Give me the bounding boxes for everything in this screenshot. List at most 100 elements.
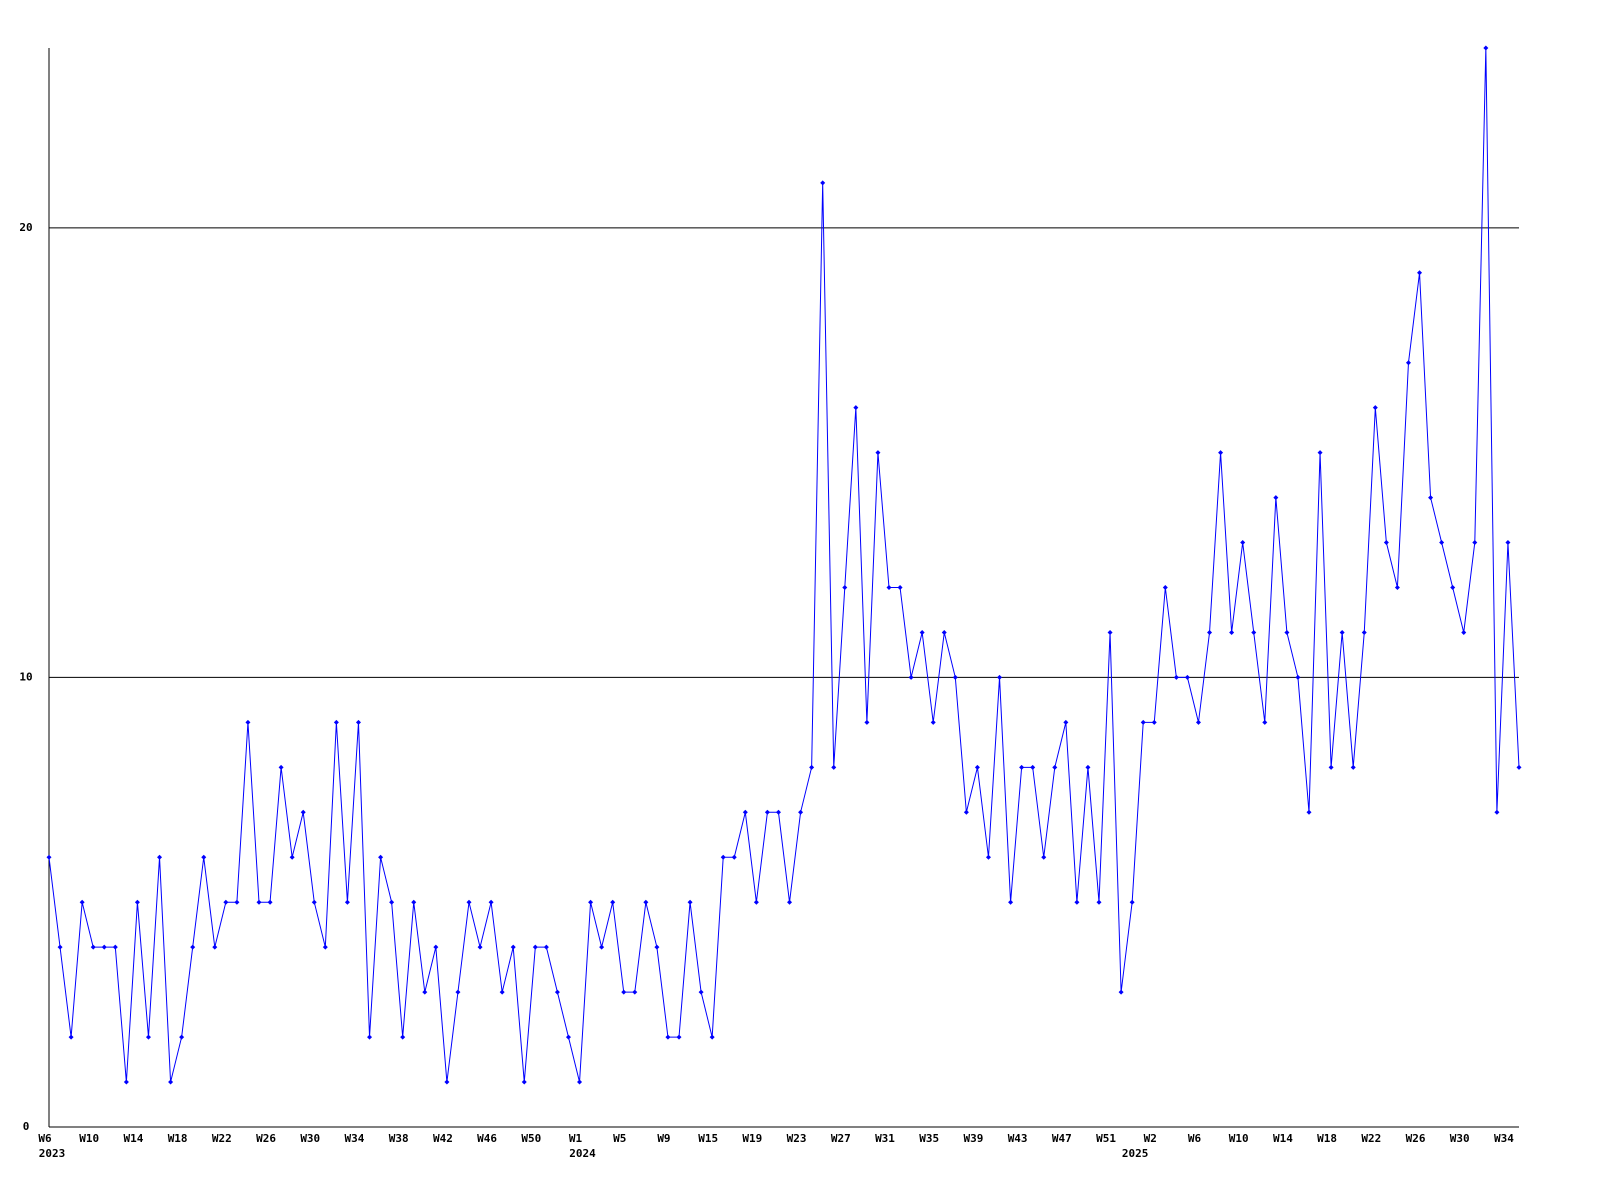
data-point xyxy=(1240,540,1246,546)
data-point xyxy=(201,854,207,860)
x-tick-label: W34 xyxy=(345,1132,365,1145)
data-point xyxy=(1450,585,1456,590)
x-tick-label: W22 xyxy=(212,1132,232,1145)
x-tick-label: W26 xyxy=(1406,1132,1426,1145)
data-point xyxy=(1317,450,1323,456)
data-point xyxy=(488,899,494,905)
data-point xyxy=(742,809,748,815)
x-tick-label: W19 xyxy=(742,1132,762,1145)
data-point xyxy=(1041,854,1047,860)
x-tick-label: W30 xyxy=(300,1132,320,1145)
data-point xyxy=(532,944,538,950)
data-point xyxy=(1273,495,1279,501)
data-point xyxy=(720,854,726,860)
data-point xyxy=(1472,540,1478,546)
x-tick-label: W10 xyxy=(79,1132,99,1145)
data-point xyxy=(1383,540,1389,546)
x-tick-label: W34 xyxy=(1494,1132,1514,1145)
data-point xyxy=(853,405,859,411)
data-point xyxy=(787,899,793,905)
x-group-label: 2023 xyxy=(39,1147,66,1160)
data-point xyxy=(1428,495,1434,501)
data-point xyxy=(842,585,848,590)
x-tick-label: W26 xyxy=(256,1132,276,1145)
data-point xyxy=(1461,629,1467,635)
data-point xyxy=(212,944,218,950)
data-point xyxy=(1372,405,1378,411)
x-tick-label: W30 xyxy=(1450,1132,1470,1145)
data-point xyxy=(1405,360,1411,366)
data-point xyxy=(621,989,627,995)
data-point xyxy=(1339,629,1345,635)
data-point xyxy=(974,764,980,770)
data-point xyxy=(1394,585,1400,590)
data-point xyxy=(577,1079,583,1085)
data-point xyxy=(134,899,140,905)
data-point xyxy=(1063,719,1069,725)
data-point xyxy=(267,899,273,905)
data-point xyxy=(908,674,914,680)
data-point xyxy=(1229,629,1235,635)
data-point xyxy=(1107,629,1113,635)
data-point xyxy=(411,899,417,905)
data-point xyxy=(820,180,826,186)
data-point xyxy=(886,585,892,590)
data-point xyxy=(764,809,770,815)
data-point xyxy=(367,1034,373,1040)
data-point xyxy=(499,989,505,995)
data-point xyxy=(223,899,229,905)
y-tick-label: 20 xyxy=(19,221,32,234)
x-tick-label: W15 xyxy=(698,1132,718,1145)
x-tick-label: W47 xyxy=(1052,1132,1072,1145)
x-tick-label: W9 xyxy=(657,1132,670,1145)
data-point xyxy=(112,944,118,950)
data-point xyxy=(278,764,284,770)
data-point xyxy=(101,944,107,950)
x-group-label: 2024 xyxy=(569,1147,596,1160)
data-point xyxy=(179,1034,185,1040)
data-point xyxy=(1328,764,1334,770)
data-point xyxy=(963,809,969,815)
y-tick-label: 0 xyxy=(23,1120,30,1133)
data-point xyxy=(1251,629,1257,635)
data-point xyxy=(234,899,240,905)
data-point xyxy=(1494,809,1500,815)
x-tick-label: W46 xyxy=(477,1132,497,1145)
data-point xyxy=(731,854,737,860)
x-tick-label: W31 xyxy=(875,1132,895,1145)
data-point xyxy=(1140,719,1146,725)
data-point xyxy=(378,854,384,860)
data-point xyxy=(1151,719,1157,725)
data-point xyxy=(422,989,428,995)
x-tick-label: W1 xyxy=(569,1132,583,1145)
data-point xyxy=(1162,585,1168,590)
data-point xyxy=(322,944,328,950)
data-point xyxy=(57,944,63,950)
data-point xyxy=(433,944,439,950)
data-point xyxy=(256,899,262,905)
data-point xyxy=(1262,719,1268,725)
data-point xyxy=(123,1079,129,1085)
data-point xyxy=(300,809,306,815)
data-point xyxy=(1085,764,1091,770)
data-point xyxy=(289,854,295,860)
data-point xyxy=(477,944,483,950)
data-point xyxy=(1118,989,1124,995)
data-point xyxy=(588,899,594,905)
data-point xyxy=(775,809,781,815)
x-tick-label: W6 xyxy=(1188,1132,1202,1145)
x-tick-label: W35 xyxy=(919,1132,939,1145)
data-point xyxy=(466,899,472,905)
x-tick-label: W18 xyxy=(1317,1132,1337,1145)
data-point xyxy=(1417,270,1423,276)
x-tick-label: W18 xyxy=(168,1132,188,1145)
data-point xyxy=(90,944,96,950)
data-point xyxy=(333,719,339,725)
data-point xyxy=(1129,899,1135,905)
data-point xyxy=(1207,629,1213,635)
data-point xyxy=(521,1079,527,1085)
data-point xyxy=(157,854,163,860)
data-point xyxy=(1173,674,1179,680)
data-point xyxy=(46,854,52,860)
